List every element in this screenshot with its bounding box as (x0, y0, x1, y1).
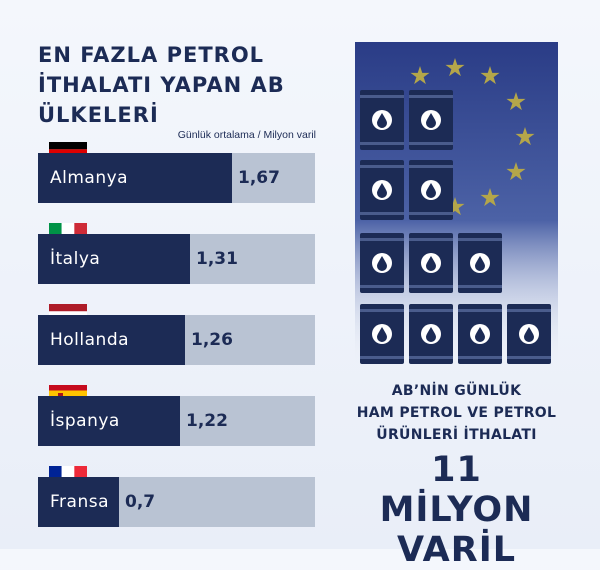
total-line-2: VARİL (396, 530, 517, 570)
value-label: 1,67 (238, 168, 280, 188)
eu-barrels-svg (355, 42, 558, 366)
bar-track: Fransa 0,7 (38, 477, 315, 527)
caption-line-3: ÜRÜNLERİ İTHALATI (376, 427, 537, 443)
eu-barrels-illustration (355, 42, 558, 366)
bar-fill: İtalya (38, 234, 190, 284)
country-label: İtalya (50, 249, 101, 269)
bar-track: İspanya 1,22 (38, 396, 315, 446)
value-label: 1,22 (186, 411, 228, 431)
bar-fill: Hollanda (38, 315, 185, 365)
bar-track: Hollanda 1,26 (38, 315, 315, 365)
country-label: Fransa (50, 492, 109, 512)
caption-line-1: AB’NİN GÜNLÜK (391, 383, 522, 399)
chart-title: EN FAZLA PETROL İTHALATI YAPAN AB ÜLKELE… (38, 43, 285, 127)
bar-chart: Almanya 1,67 İtalya 1,31 Hollanda 1,26 İspanya… (38, 142, 315, 527)
unit-note: Günlük ortalama / Milyon varil (177, 129, 316, 141)
bar-track: İtalya 1,31 (38, 234, 315, 284)
bar-fill: İspanya (38, 396, 180, 446)
bar-track: Almanya 1,67 (38, 153, 315, 203)
value-label: 1,31 (196, 249, 238, 269)
bar-fill: Almanya (38, 153, 232, 203)
caption-line-2: HAM PETROL VE PETROL (356, 405, 557, 421)
country-label: Almanya (50, 168, 129, 188)
country-label: İspanya (50, 411, 120, 431)
value-label: 0,7 (125, 492, 156, 512)
bar-fill: Fransa (38, 477, 119, 527)
country-label: Hollanda (50, 330, 130, 350)
total-line-1: 11 MİLYON (379, 450, 534, 530)
eu-import-caption: AB’NİN GÜNLÜK HAM PETROL VE PETROL ÜRÜNL… (355, 380, 558, 446)
eu-import-total: 11 MİLYON VARİL (355, 450, 558, 570)
value-label: 1,26 (191, 330, 233, 350)
